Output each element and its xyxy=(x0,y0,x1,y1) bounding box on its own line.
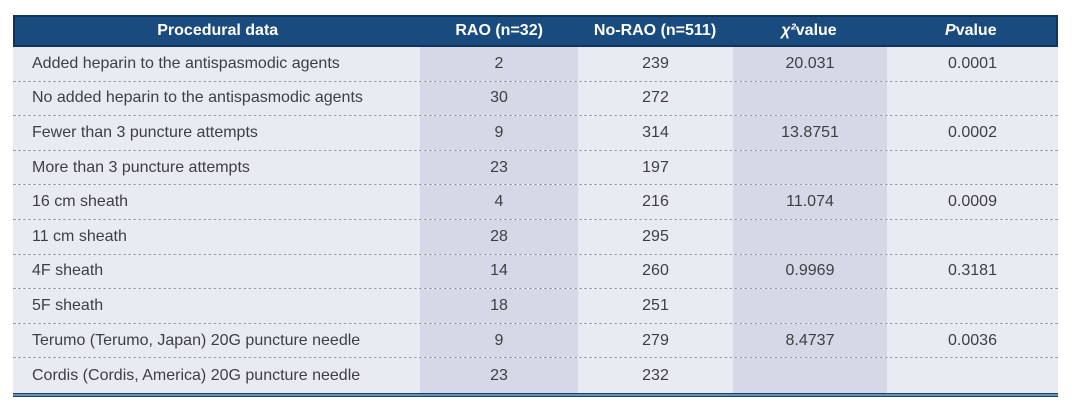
row-label: Terumo (Terumo, Japan) 20G puncture need… xyxy=(13,323,420,358)
p-value xyxy=(887,358,1058,393)
column-header-no-rao: No-RAO (n=511) xyxy=(593,22,717,39)
no-rao-value: 251 xyxy=(578,289,733,323)
no-rao-value: 272 xyxy=(578,81,733,116)
table-row: 4F sheath 14 260 0.9969 0.3181 xyxy=(13,254,1058,290)
table-row: 11 cm sheath 28 295 xyxy=(13,219,1058,255)
table-row: Fewer than 3 puncture attempts 9 314 13.… xyxy=(13,116,1058,151)
column-header-p-value: P value xyxy=(886,22,1056,40)
rao-value: 23 xyxy=(420,150,578,185)
no-rao-value: 314 xyxy=(578,116,733,150)
chi-square-value xyxy=(733,219,887,254)
no-rao-value: 260 xyxy=(578,254,733,289)
row-label: 5F sheath xyxy=(13,289,420,323)
no-rao-value: 239 xyxy=(578,47,733,81)
chi-square-value xyxy=(733,289,887,323)
table-row: No added heparin to the antispasmodic ag… xyxy=(13,81,1058,117)
chi-square-value: 8.4737 xyxy=(733,323,887,358)
rao-value: 14 xyxy=(420,254,578,289)
table-row: More than 3 puncture attempts 23 197 xyxy=(13,150,1058,186)
row-label: 4F sheath xyxy=(13,254,420,289)
rao-value: 23 xyxy=(420,358,578,393)
row-label: Fewer than 3 puncture attempts xyxy=(13,116,420,150)
chi-square-value xyxy=(733,150,887,185)
rao-value: 4 xyxy=(420,185,578,219)
no-rao-value: 295 xyxy=(578,219,733,254)
rao-value: 9 xyxy=(420,116,578,150)
row-label: No added heparin to the antispasmodic ag… xyxy=(13,81,420,116)
chi-square-value: 0.9969 xyxy=(733,254,887,289)
p-value: 0.0036 xyxy=(887,323,1058,358)
chi-square-label-rest: value xyxy=(795,22,837,39)
chi-square-value: 20.031 xyxy=(733,47,887,81)
row-label: More than 3 puncture attempts xyxy=(13,150,420,185)
rao-value: 9 xyxy=(420,323,578,358)
no-rao-value: 232 xyxy=(578,358,733,393)
p-value xyxy=(887,289,1058,323)
row-label: 16 cm sheath xyxy=(13,185,420,219)
row-label: Added heparin to the antispasmodic agent… xyxy=(13,47,420,81)
p-symbol: P xyxy=(945,22,956,39)
p-value: 0.3181 xyxy=(887,254,1058,289)
chi-square-value: 13.8751 xyxy=(733,116,887,150)
column-header-procedural-data: Procedural data xyxy=(157,22,279,39)
p-value: 0.0002 xyxy=(887,116,1058,150)
p-value xyxy=(887,219,1058,254)
chi-square-value xyxy=(733,358,887,393)
rao-value: 2 xyxy=(420,47,578,81)
no-rao-value: 216 xyxy=(578,185,733,219)
no-rao-value: 197 xyxy=(578,150,733,185)
row-label: Cordis (Cordis, America) 20G puncture ne… xyxy=(13,358,420,393)
chi-square-value: 11.074 xyxy=(733,185,887,219)
table-row: Cordis (Cordis, America) 20G puncture ne… xyxy=(13,358,1058,393)
p-value xyxy=(887,150,1058,185)
p-value xyxy=(887,81,1058,116)
table-row: 16 cm sheath 4 216 11.074 0.0009 xyxy=(13,185,1058,220)
table-row: Added heparin to the antispasmodic agent… xyxy=(13,47,1058,82)
table-row: 5F sheath 18 251 xyxy=(13,289,1058,324)
table-row: Terumo (Terumo, Japan) 20G puncture need… xyxy=(13,323,1058,359)
rao-value: 28 xyxy=(420,219,578,254)
row-label: 11 cm sheath xyxy=(13,219,420,254)
p-label-rest: value xyxy=(955,22,997,39)
chi-square-symbol: χ² xyxy=(781,22,796,39)
chi-square-value xyxy=(733,81,887,116)
table-body: Added heparin to the antispasmodic agent… xyxy=(13,47,1058,393)
p-value: 0.0001 xyxy=(887,47,1058,81)
table-header-row: Procedural data RAO (n=32) No-RAO (n=511… xyxy=(13,15,1058,47)
rao-value: 18 xyxy=(420,289,578,323)
no-rao-value: 279 xyxy=(578,323,733,358)
procedural-data-table: Procedural data RAO (n=32) No-RAO (n=511… xyxy=(13,15,1058,397)
p-value: 0.0009 xyxy=(887,185,1058,219)
column-header-rao: RAO (n=32) xyxy=(455,22,543,39)
rao-value: 30 xyxy=(420,81,578,116)
table-bottom-rule xyxy=(13,392,1058,397)
column-header-chi-square-value: χ² value xyxy=(732,22,885,40)
